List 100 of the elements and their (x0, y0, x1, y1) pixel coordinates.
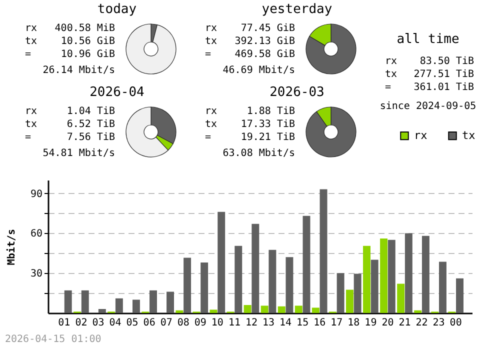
text: since 2024-09-05 (380, 101, 476, 113)
bar (404, 233, 412, 313)
x-tick-label: 06 (143, 318, 156, 328)
bar (218, 212, 226, 313)
bar (176, 310, 184, 313)
x-tick-label: 15 (296, 318, 309, 328)
text: 46.69 Mbit/s (222, 65, 295, 77)
x-tick-label: 23 (432, 318, 445, 328)
text: rx (385, 56, 398, 68)
text: all time (396, 32, 460, 47)
bar (397, 284, 405, 313)
x-tick-label: 19 (364, 318, 377, 328)
x-tick-label: 05 (126, 318, 138, 328)
y-tick-label: 60 (30, 228, 42, 240)
chart-title: 2026-03 (270, 85, 324, 100)
text: tx (25, 119, 38, 131)
x-tick-label: 07 (160, 318, 172, 328)
chart-title: today (97, 2, 137, 17)
bar (81, 290, 89, 313)
legend-label: rx (414, 128, 428, 142)
bar (278, 306, 286, 313)
bar (388, 240, 396, 313)
bar (64, 290, 72, 313)
x-tick-label: 02 (75, 318, 88, 328)
donut-slice (126, 24, 176, 74)
bar (200, 262, 208, 313)
text: tx (205, 119, 218, 131)
bar (132, 300, 140, 313)
text: 1.04 TiB (66, 106, 115, 118)
text: rx (25, 23, 38, 35)
text: tx (205, 36, 218, 48)
x-tick-label: 20 (382, 318, 394, 328)
x-tick-label: 08 (177, 318, 190, 328)
x-tick-label: 11 (228, 318, 240, 328)
donut-slice (306, 24, 356, 74)
x-tick-label: 04 (109, 318, 122, 328)
text: = (385, 82, 392, 94)
x-tick-label: 03 (92, 318, 104, 328)
x-tick-label: 17 (330, 318, 343, 328)
donut-slice (306, 106, 356, 158)
x-tick-label: 22 (416, 318, 428, 328)
text: 469.58 GiB (234, 49, 295, 61)
chart-title: 2026-04 (90, 85, 144, 100)
text: 17.33 TiB (240, 119, 295, 131)
text: = (205, 49, 212, 61)
text: 2026-04-15 01:00 (5, 334, 102, 346)
x-tick-label: 10 (211, 318, 224, 328)
bar (302, 216, 310, 313)
x-tick-label: 16 (314, 318, 326, 328)
bar (363, 246, 370, 313)
text: 10.96 GiB (60, 49, 115, 61)
bar (414, 310, 422, 313)
text: 392.13 GiB (234, 36, 295, 48)
bar (422, 236, 430, 313)
bar (244, 305, 252, 313)
bar (456, 278, 464, 313)
text: 83.50 TiB (420, 56, 474, 68)
bar (150, 290, 157, 313)
bar (286, 257, 294, 313)
text: 63.08 Mbit/s (222, 148, 295, 160)
y-axis-title: Mbit/s (5, 228, 18, 266)
x-tick-label: 18 (348, 318, 360, 328)
text: tx (25, 36, 38, 48)
bar (98, 309, 106, 313)
bar (115, 298, 123, 313)
x-tick-label: 12 (245, 318, 258, 328)
bar (354, 274, 362, 313)
text: tx (385, 69, 398, 81)
text: rx (205, 23, 218, 35)
bar (184, 258, 192, 313)
x-tick-label: 00 (450, 318, 462, 328)
text: 1.88 TiB (246, 106, 295, 118)
bar (380, 238, 388, 313)
bar (294, 306, 302, 313)
text: 277.51 TiB (414, 69, 474, 81)
bar (252, 224, 260, 313)
bar (234, 246, 242, 313)
x-tick-label: 13 (262, 318, 275, 328)
bar (438, 262, 446, 313)
text: = (205, 132, 212, 144)
bar (166, 292, 174, 313)
text: 7.56 TiB (66, 132, 115, 144)
text: 54.81 Mbit/s (42, 148, 115, 160)
bar (210, 310, 218, 313)
y-tick-label: 30 (30, 268, 42, 280)
bar (320, 189, 328, 313)
legend-label: tx (462, 128, 476, 142)
bar (336, 273, 344, 313)
x-tick-label: 14 (280, 318, 292, 328)
text: rx (25, 106, 38, 118)
bar (312, 308, 320, 313)
bar (346, 290, 354, 313)
text: 19.21 TiB (240, 132, 295, 144)
text: 26.14 Mbit/s (42, 65, 115, 77)
x-tick-label: 21 (398, 318, 411, 328)
text: = (25, 132, 32, 144)
text: rx (205, 106, 218, 118)
text: 361.01 TiB (414, 82, 474, 94)
x-tick-label: 01 (58, 318, 70, 328)
text: 10.56 GiB (60, 36, 115, 48)
